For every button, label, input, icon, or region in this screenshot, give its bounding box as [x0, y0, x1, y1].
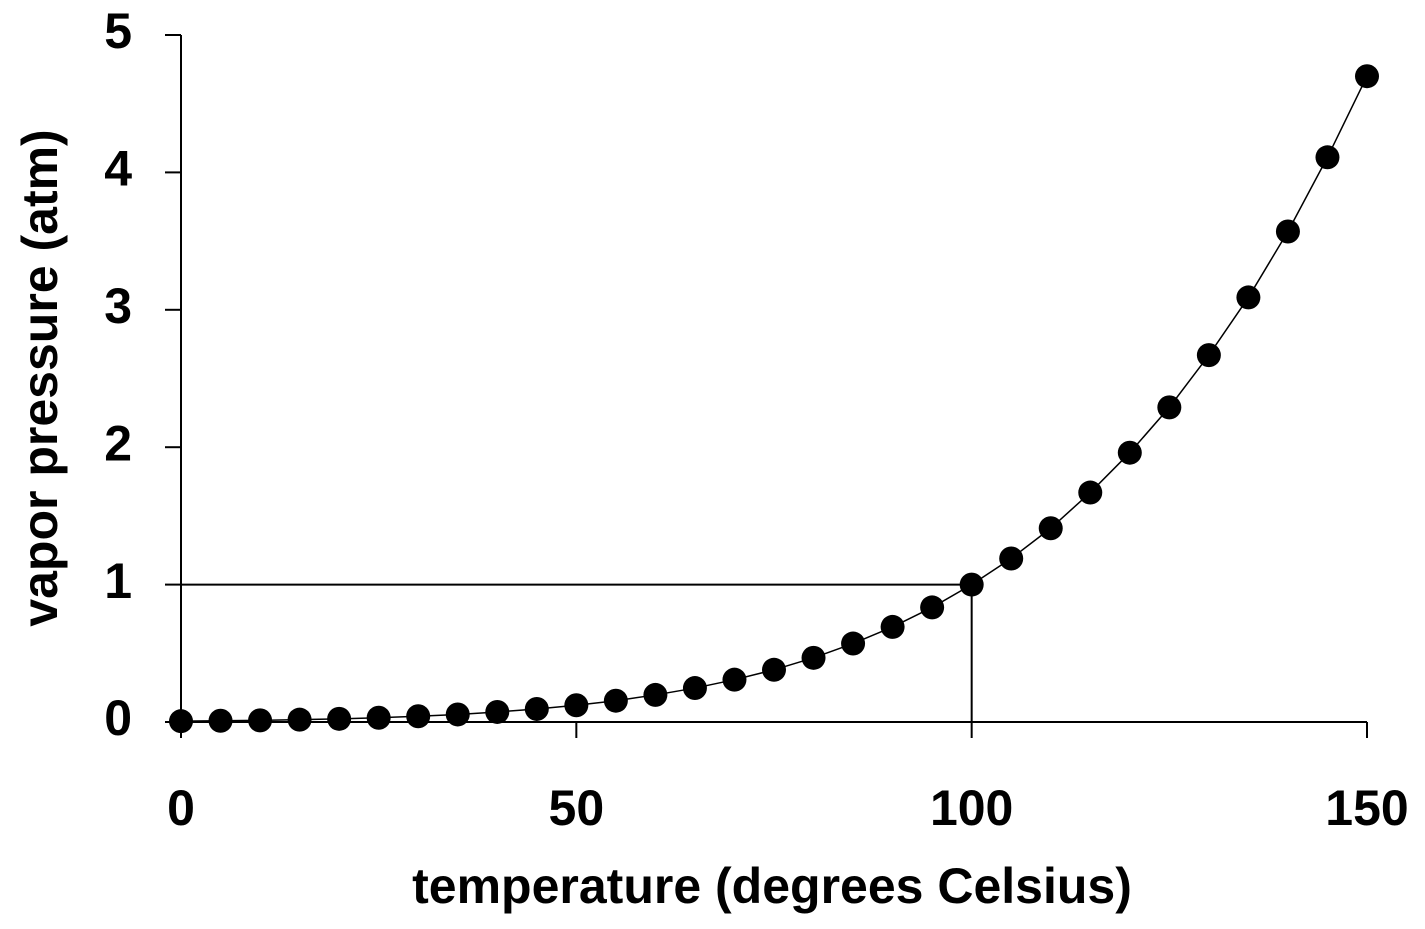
data-point — [287, 707, 312, 732]
data-point — [603, 688, 628, 713]
data-point — [1157, 395, 1182, 420]
data-point — [1038, 516, 1063, 541]
data-point — [1315, 145, 1340, 170]
series-line — [180, 75, 1368, 722]
data-point — [564, 693, 589, 718]
x-axis-label: temperature (degrees Celsius) — [412, 858, 1132, 914]
data-point — [1275, 219, 1300, 244]
data-point — [406, 704, 431, 729]
x-tick-label: 0 — [167, 780, 195, 836]
data-point — [524, 696, 549, 721]
data-point — [208, 708, 233, 733]
data-point — [841, 631, 866, 656]
y-tick-label: 5 — [104, 3, 132, 59]
data-point — [366, 705, 391, 730]
data-point — [762, 657, 786, 682]
data-point — [1117, 440, 1142, 465]
y-tick-label: 2 — [104, 415, 132, 471]
data-point — [920, 595, 945, 620]
data-point — [722, 667, 747, 692]
data-point — [1078, 480, 1103, 505]
x-tick-label: 100 — [930, 780, 1013, 836]
data-point — [485, 699, 510, 724]
data-point — [327, 706, 352, 731]
y-tick-label: 4 — [104, 141, 132, 197]
data-point — [169, 709, 193, 734]
data-point — [643, 682, 668, 707]
data-point — [1196, 343, 1221, 368]
data-point — [999, 546, 1024, 571]
data-point — [880, 614, 905, 639]
x-tick-label: 50 — [549, 780, 605, 836]
y-tick-label: 3 — [104, 278, 132, 334]
data-point — [682, 676, 707, 701]
data-point — [801, 645, 826, 670]
x-tick-label: 150 — [1325, 780, 1408, 836]
y-tick-label: 0 — [104, 690, 132, 746]
data-point — [1355, 64, 1379, 89]
data-point — [1236, 285, 1261, 310]
data-point — [248, 708, 273, 733]
data-point — [445, 702, 470, 727]
y-tick-label: 1 — [104, 553, 132, 609]
y-axis-label: vapor pressure (atm) — [12, 129, 68, 626]
data-point — [959, 572, 984, 597]
